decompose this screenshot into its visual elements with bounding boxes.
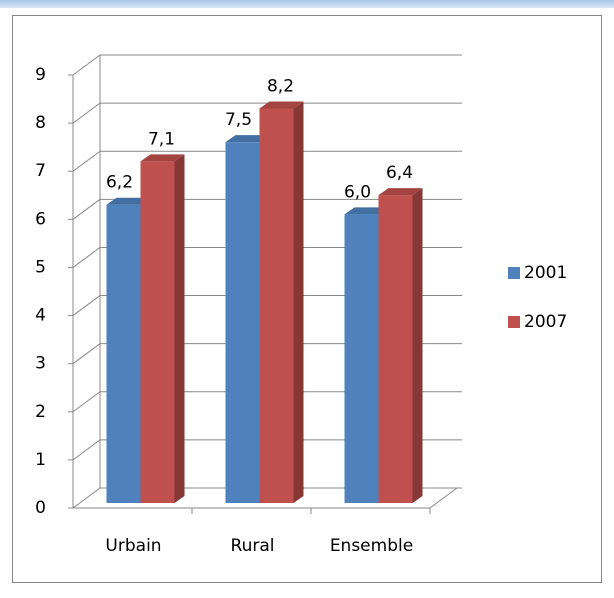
grid-line [72,439,101,461]
value-label: 7,5 [225,110,252,130]
value-label: 8,2 [267,76,294,96]
bar-top [106,197,151,205]
legend-label: 2001 [524,263,567,283]
bar-side [412,188,423,504]
y-tick-label: 4 [35,306,46,326]
x-tick-label: Ensemble [330,536,413,556]
chart-frame [12,15,602,583]
bar-top [140,154,185,162]
legend-swatch [508,316,520,328]
legend-label: 2007 [524,312,567,332]
grid-line [72,487,101,509]
grid-line [72,150,101,172]
grid-line [72,198,101,220]
bar-top [225,135,270,143]
bar-top [378,188,423,196]
y-tick-label: 8 [35,113,46,133]
grid-line [72,54,101,76]
value-label: 6,2 [106,173,133,193]
y-tick-label: 0 [35,498,46,518]
value-label: 7,1 [148,129,175,149]
bar-top [344,207,389,215]
bar [106,204,141,503]
bar [378,195,413,504]
value-label: 6,4 [386,163,413,183]
y-tick-label: 7 [35,161,46,181]
x-tick-label: Rural [231,536,275,556]
y-tick-label: 2 [35,402,46,422]
y-tick-label: 6 [35,209,46,229]
legend-swatch [508,267,520,279]
bar [140,161,175,503]
bar-side [293,101,304,503]
y-tick-label: 3 [35,354,46,374]
y-tick-label: 9 [35,65,46,85]
bar-side [174,154,185,503]
x-tick-label: Urbain [105,536,161,556]
bar-top [259,101,304,109]
bar [259,108,294,503]
grid-line [72,295,101,316]
value-label: 6,0 [344,182,371,202]
bar [225,142,260,503]
y-tick-label: 5 [35,257,46,277]
grid-line [72,247,101,268]
grid-line [72,343,101,365]
window-strip [0,0,614,8]
grid-line [72,102,101,124]
y-tick-label: 1 [35,450,46,470]
floor-edge [429,487,458,509]
grid-line [72,391,101,413]
bar [344,214,379,504]
